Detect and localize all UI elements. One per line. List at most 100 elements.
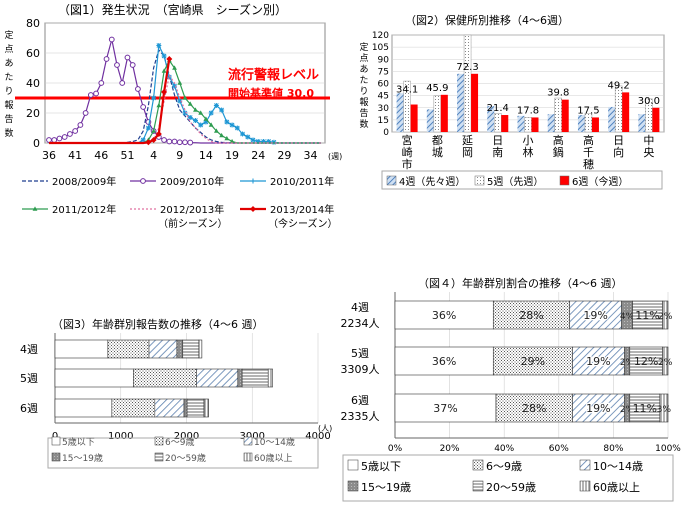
bar [501,115,509,132]
data-label: 2% [620,405,635,415]
chart-title: （図3）年齢群別報告数の推移（4～6 週） [52,317,264,331]
x-tick-label: 3000 [240,431,265,442]
chart-title: （図４）年齢群別割合の推移（4～6 週） [418,276,623,290]
bar [457,73,465,132]
x-tick-label-char: 宮 [402,133,413,147]
x-tick-label-char: 中 [643,134,654,147]
legend-label: 6週（今週） [572,175,628,188]
bar-segment [198,339,203,359]
legend-marker [250,178,256,184]
data-point [198,110,204,115]
legend-label: 2009/2010年 [160,175,224,188]
x-tick-label-char: 岡 [462,146,473,159]
y-axis-label-char: り [4,86,13,97]
bar-segment [572,346,625,376]
y-tick-label: 105 [372,43,389,53]
y-tick-label: 6週 [20,402,38,415]
data-point [224,119,230,125]
data-point [229,138,235,144]
data-point [161,68,167,73]
bar [487,106,495,132]
bar-segment [111,398,156,418]
legend-label: 2010/2011年 [270,175,334,188]
y-axis-label-char: 数 [4,127,13,139]
legend-label: 6～9歳 [165,436,194,448]
x-tick-label: 2000 [174,431,199,442]
bar [440,94,448,132]
bar [494,113,502,133]
y-axis-label-char: 数 [359,118,368,130]
data-label: 11% [633,402,657,415]
data-point [182,95,188,100]
data-label: 34.1 [396,85,418,96]
legend-label: 15～19歳 [361,481,411,494]
y-axis-label-char: あ [4,58,13,69]
data-point [187,115,193,120]
legend-label: 10～14歳 [254,436,295,448]
legend-label: 2013/2014年 [270,203,334,216]
y-axis-label-char: あ [359,64,368,75]
legend-swatch [347,480,359,492]
y-tick-label: 4週 [20,343,38,356]
legend-marker [32,206,38,211]
bar [524,117,532,133]
x-tick-label-char: 都 [432,134,443,147]
y-axis-label-char: 点 [4,44,13,55]
x-tick-label: 日南 [492,134,503,159]
bar-segment [154,398,185,418]
data-label: 45.9 [426,83,448,94]
bar [591,117,599,132]
legend-label: 2012/2013年 [160,203,224,216]
x-tick-label: 19 [225,149,239,162]
data-point [176,139,183,146]
y-tick-sublabel: 3309人 [341,363,380,376]
x-tick-label: 60% [549,444,569,454]
figure2-health-center-bars: （図2）保健所別推移（4～6週） 0 15 30 45 60 75 90 105 120 定点あたり… [359,13,665,190]
legend-swatch [579,459,591,471]
x-tick-label-char: 林 [523,145,534,159]
data-point [114,62,120,68]
x-tick-label: 51 [120,149,134,162]
y-tick-sublabel: 2234人 [341,317,380,330]
legend-swatch [347,459,359,471]
y-tick-sublabel: 2335人 [341,410,380,423]
data-point [208,122,214,127]
x-tick-label-char: 鍋 [553,145,564,159]
x-tick-label: 4 [150,149,157,162]
data-point [219,132,225,138]
data-point [234,125,240,131]
x-tick-label: 100% [655,444,681,454]
bar-segment [237,368,243,388]
legend-swatch [51,436,61,446]
x-tick-label: 46 [94,149,108,162]
data-point [177,98,183,104]
bar-segment [196,368,239,388]
y-tick-label: 60 [378,80,390,90]
data-point [98,80,105,86]
x-tick-label: 34 [304,149,318,162]
legend-swatch [472,480,484,492]
legend-label: 15～19歳 [62,452,103,464]
y-axis-label-char: 告 [359,107,368,119]
data-point [166,74,172,80]
bar-segment [176,339,184,359]
y-tick-label: 0 [383,128,389,138]
legend-label: 5週（先週） [487,176,543,188]
data-point [135,86,141,92]
x-tick-label: 都城 [432,134,443,159]
x-tick-label: 高千穂 [583,133,594,171]
data-point [213,128,219,133]
x-axis-label: (週) [328,152,342,161]
data-point [255,139,261,144]
legend-label: 4週（先々週） [399,176,465,188]
x-tick-label-char: 小 [523,134,534,147]
data-label: 36% [432,309,456,322]
data-point [187,101,193,106]
bar [561,99,569,132]
legend-label: 5歳以下 [62,436,95,448]
data-point [119,80,126,86]
bar [531,117,539,132]
bar [463,34,472,133]
legend-swatch [243,436,253,446]
